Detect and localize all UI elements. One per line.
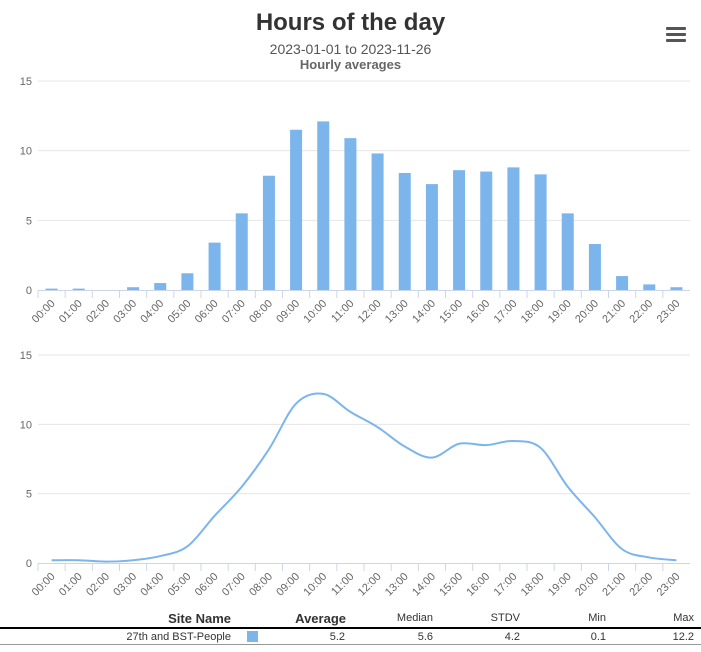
bar-21:00 [616,276,629,290]
x-tick-label: 20:00 [573,571,601,599]
header-site-name: Site Name [168,611,231,626]
bar-14:00 [425,184,438,290]
bar-19:00 [561,213,574,290]
site-name: 27th and BST-People [126,631,231,643]
x-tick-label: 13:00 [383,571,411,599]
bar-03:00 [127,287,140,290]
bar-20:00 [588,244,601,290]
bar-05:00 [181,273,194,290]
bar-01:00 [72,288,85,290]
bar-16:00 [480,171,493,290]
x-tick-label: 02:00 [84,571,112,599]
bar-11:00 [344,138,357,290]
x-tick-label: 09:00 [274,571,302,599]
bar-07:00 [235,213,248,290]
x-tick-label: 08:00 [247,571,275,599]
y-tick-label: 10 [20,146,32,158]
x-tick-label: 18:00 [519,571,547,599]
hamburger-menu-icon[interactable] [666,27,686,43]
stdv-value: 4.2 [504,631,520,643]
x-tick-label: 17:00 [492,571,520,599]
x-tick-label: 01:00 [57,571,85,599]
x-tick-label: 00:00 [30,571,58,599]
x-tick-label: 19:00 [546,571,574,599]
x-tick-label: 16:00 [464,571,492,599]
x-tick-label: 05:00 [166,571,194,599]
x-tick-label: 22:00 [627,571,655,599]
bar-04:00 [154,283,167,290]
x-tick-label: 07:00 [220,571,248,599]
min-value: 0.1 [590,631,606,643]
x-tick-label: 04:00 [138,571,166,599]
table-header: Site Name Average Median STDV Min Max [0,610,701,629]
y-tick-label: 15 [20,76,32,88]
bar-22:00 [643,284,656,290]
line-chart: 0 5 10 15 00:00 01:00 02:00 03:00 04:00 05:00 06:0… [20,350,690,599]
header-average: Average [295,611,346,626]
chart-title: Hours of the day [255,9,446,36]
header-min: Min [588,612,606,624]
x-tick-label: 12:00 [356,571,384,599]
median-value: 5.6 [417,631,433,643]
bar-10:00 [317,121,330,290]
x-tick-label: 14:00 [410,571,438,599]
bar-00:00 [45,288,58,290]
average-value: 5.2 [329,631,345,643]
x-tick-label: 21:00 [600,571,628,599]
series-color-swatch [247,631,258,642]
x-tick-label: 11:00 [329,571,356,598]
x-tick-label: 23:00 [655,571,683,599]
bar-09:00 [290,129,303,290]
x-tick-label: 10:00 [301,571,329,599]
bar-13:00 [398,172,411,290]
y-tick-label: 5 [26,489,32,501]
y-tick-label: 15 [20,350,32,362]
header-median: Median [396,612,433,624]
x-tick-label: 06:00 [193,571,221,599]
x-tick-label: 15:00 [437,571,465,599]
y-tick-label: 5 [26,215,32,227]
bar-06:00 [208,242,221,290]
bar-18:00 [534,174,547,290]
chart-subtitle: 2023-01-01 to 2023-11-26 [269,41,432,57]
max-value: 12.2 [672,631,694,643]
bar-17:00 [507,167,520,290]
bar-12:00 [371,153,384,290]
header-max: Max [673,612,694,624]
stats-table: Site Name Average Median STDV Min Max 27… [0,610,701,645]
chart-subtitle-averages: Hourly averages [299,57,402,72]
series-line [51,392,677,563]
y-tick-label: 10 [20,419,32,431]
bar-15:00 [453,170,466,290]
x-tick-label: 03:00 [111,571,139,599]
bar-23:00 [670,287,683,290]
header-stdv: STDV [490,612,520,624]
bar-08:00 [262,175,275,290]
y-tick-label: 0 [26,558,32,570]
y-tick-label: 0 [26,285,32,297]
table-row: 27th and BST-People 5.2 5.6 4.2 0.1 12.2 [0,629,701,645]
